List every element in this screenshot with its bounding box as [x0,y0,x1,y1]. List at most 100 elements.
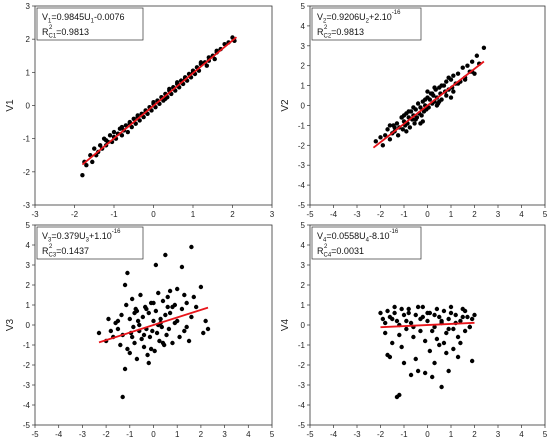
equation-part: +1.10 [89,231,112,241]
x-tick-label: 2 [472,430,477,439]
data-point [437,342,442,348]
data-point [439,318,444,324]
data-point [474,53,480,58]
y-tick-label: 2 [301,281,306,290]
data-point [122,366,128,372]
r-squared-superscript: 2 [324,25,328,31]
x-tick-label: -3 [353,430,361,439]
data-point [404,129,409,134]
y-tick-label: -5 [298,201,306,210]
data-point [394,318,400,324]
x-tick-label: 0 [151,430,156,439]
data-point [458,340,463,346]
x-tick-label: -4 [55,430,63,439]
data-point [404,326,409,332]
data-point [432,324,437,330]
data-point [144,306,149,312]
data-point [387,354,393,360]
y-axis-label: V2 [280,99,291,112]
data-point [151,300,156,306]
data-point [408,320,414,326]
data-point [427,348,433,354]
x-tick-label: 1 [191,210,196,219]
equation-part: +2.10 [369,12,392,22]
data-point [134,308,140,314]
y-tick-label: -5 [298,421,306,430]
data-point [406,310,411,316]
data-point [203,318,208,324]
data-point [97,143,103,148]
r-squared-value: =0.0031 [331,246,364,256]
data-point [179,306,185,312]
x-tick-label: 5 [270,430,275,439]
data-point [153,308,159,314]
data-point [425,318,430,324]
data-point [160,340,166,346]
equation-part: V [317,12,323,22]
y-tick-label: -4 [298,181,306,190]
data-point [90,159,95,165]
y-tick-label: 2 [301,62,306,71]
regression-equation: V4=0.0558U4-8.10-16 [317,229,399,244]
r-squared-superscript: 2 [324,244,328,250]
r-squared-value: =0.9813 [331,27,364,37]
data-point [186,338,192,344]
y-axis-label: V1 [5,99,16,112]
data-point [380,316,386,322]
data-point [107,133,113,138]
x-tick-label: 4 [519,430,524,439]
data-point [434,103,440,108]
data-point [465,314,470,320]
data-point [413,117,418,122]
y-axis-label: V3 [5,318,16,331]
data-point [115,318,121,324]
y-tick-label: 3 [301,42,306,51]
x-tick-label: 5 [543,430,548,439]
data-point [444,93,449,98]
data-point [387,137,393,142]
data-point [462,77,468,82]
data-point [387,123,393,128]
data-point [141,114,146,120]
data-point [469,358,475,364]
y-tick-label: 0 [26,321,31,330]
data-point [133,121,138,126]
equation-part: -16 [392,10,401,16]
r-squared: RC4=0.0031 [317,246,364,259]
data-point [378,135,383,140]
data-point [201,330,206,336]
data-point [184,324,189,330]
data-point [204,63,210,68]
data-point [119,124,125,130]
data-point [137,118,142,123]
data-point [406,109,411,114]
data-point [137,322,142,328]
y-tick-label: -3 [298,381,306,390]
x-tick-label: 2 [199,430,204,439]
data-point [135,318,141,324]
y-tick-label: -1 [298,341,306,350]
data-point [462,328,468,334]
data-point [469,316,475,322]
data-point [411,334,416,340]
x-tick-label: 3 [270,210,275,219]
x-tick-label: 2 [472,210,477,219]
data-point [462,308,468,314]
data-point [146,360,151,366]
x-tick-label: -3 [353,210,361,219]
x-tick-label: -2 [377,210,385,219]
data-point [170,340,175,346]
data-point [434,306,440,312]
x-tick-label: -1 [400,210,408,219]
regression-equation: V1=0.9845U1-0.0076 [42,12,125,25]
data-point [441,308,447,314]
equation-part: 3 [86,238,90,244]
data-point [125,129,131,135]
data-point [373,139,378,144]
regression-equation: V2=0.9206U2+2.10-16 [317,10,401,25]
equation-part: -8.10 [369,231,390,241]
y-tick-label: 1 [301,82,306,91]
data-point [191,294,196,300]
x-tick-label: -1 [400,430,408,439]
equation-part: -16 [390,229,399,235]
